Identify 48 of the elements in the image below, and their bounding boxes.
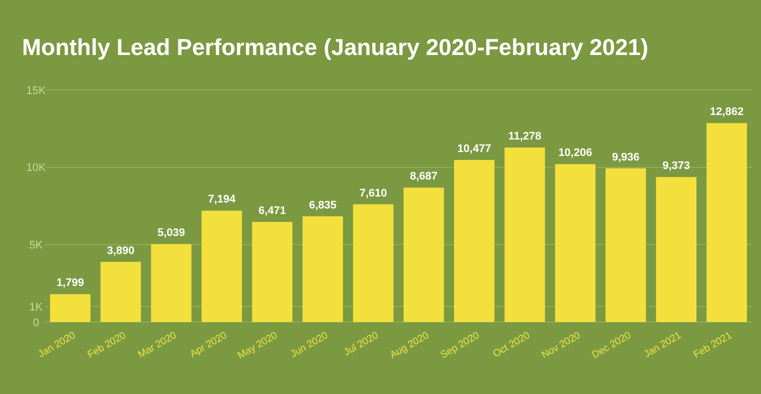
data-label: 6,471	[258, 204, 286, 217]
data-label: 11,278	[508, 130, 542, 143]
bar	[50, 294, 90, 322]
bar	[252, 222, 292, 322]
data-label: 7,610	[359, 187, 388, 200]
x-tick-label: Nov 2020	[540, 330, 583, 362]
x-tick-label: Jun 2020	[288, 330, 330, 360]
bar	[454, 160, 494, 322]
bar	[404, 188, 444, 322]
data-label: 10,477	[457, 142, 492, 155]
x-tick-label: May 2020	[236, 330, 280, 362]
bar	[353, 204, 394, 322]
y-tick-label: 1K	[29, 301, 44, 314]
bar	[706, 123, 747, 322]
x-tick-label: Feb 2021	[692, 330, 734, 361]
bar	[606, 168, 646, 322]
data-label: 1,799	[56, 277, 84, 290]
x-tick-label: Feb 2020	[86, 330, 128, 361]
y-tick-label: 0	[32, 316, 40, 329]
bar	[100, 262, 141, 322]
data-label: 9,936	[612, 151, 640, 164]
bar	[656, 177, 696, 322]
x-tick-label: Aug 2020	[388, 330, 432, 362]
bar	[555, 164, 596, 322]
data-label: 8,687	[410, 170, 438, 183]
x-tick-label: Oct 2020	[491, 330, 532, 360]
data-label: 12,862	[710, 106, 744, 118]
bar	[302, 216, 343, 322]
y-tick-label: 5K	[29, 240, 44, 252]
bar	[151, 244, 192, 322]
data-label: 6,835	[308, 199, 337, 212]
chart-title: Monthly Lead Performance (January 2020-February 2021)	[22, 34, 648, 60]
data-label: 5,039	[157, 227, 186, 240]
data-label: 10,206	[558, 147, 592, 160]
y-tick-label: 15K	[26, 84, 46, 97]
x-tick-label: Apr 2020	[188, 330, 230, 360]
bar	[202, 210, 242, 322]
data-label: 9,373	[662, 160, 690, 172]
x-tick-label: Jan 2020	[36, 330, 78, 360]
x-tick-label: Sep 2020	[438, 330, 482, 362]
x-tick-label: Jul 2020	[342, 330, 381, 359]
x-tick-label: Mar 2020	[136, 330, 179, 361]
data-label: 3,890	[106, 244, 135, 257]
data-label: 7,194	[208, 194, 236, 206]
bar	[504, 148, 545, 322]
x-tick-label: Dec 2020	[590, 330, 634, 362]
x-tick-label: Jan 2021	[642, 330, 684, 360]
y-tick-label: 10K	[26, 162, 46, 174]
